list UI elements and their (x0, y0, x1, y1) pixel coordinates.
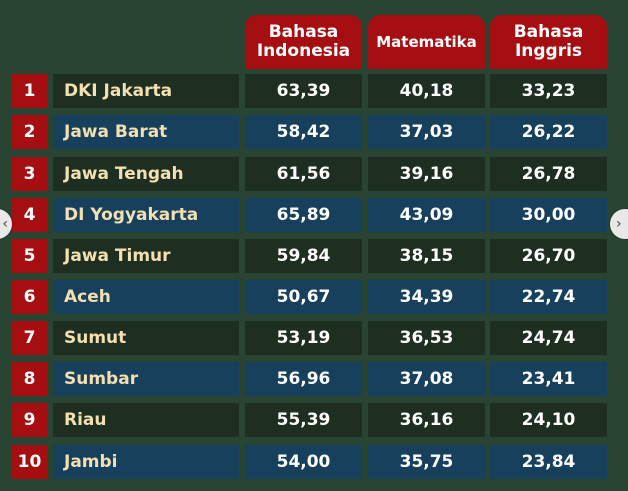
province-name: Jawa Tengah (53, 157, 239, 191)
rank-badge: 5 (12, 239, 47, 273)
score-matematika: 39,16 (368, 157, 485, 191)
score-bahasa-inggris: 24,74 (490, 321, 607, 355)
score-bahasa-inggris: 26,70 (490, 239, 607, 273)
score-bahasa-inggris: 22,74 (490, 280, 607, 314)
score-bahasa-indonesia: 56,96 (245, 362, 362, 396)
score-matematika: 36,53 (368, 321, 485, 355)
rank-badge: 3 (12, 157, 47, 191)
score-bahasa-indonesia: 59,84 (245, 239, 362, 273)
province-name: DKI Jakarta (53, 74, 239, 108)
table-row: 3 Jawa Tengah 61,56 39,16 26,78 (0, 157, 628, 191)
header-matematika: Matematika (368, 15, 485, 69)
score-matematika: 37,08 (368, 362, 485, 396)
table-row: 4 DI Yogyakarta 65,89 43,09 30,00 (0, 198, 628, 232)
province-name: Jambi (53, 445, 239, 479)
table-row: 2 Jawa Barat 58,42 37,03 26,22 (0, 115, 628, 149)
score-matematika: 38,15 (368, 239, 485, 273)
table-row: 10 Jambi 54,00 35,75 23,84 (0, 445, 628, 479)
table-row: 5 Jawa Timur 59,84 38,15 26,70 (0, 239, 628, 273)
table-row: 1 DKI Jakarta 63,39 40,18 33,23 (0, 74, 628, 108)
rank-badge: 1 (12, 74, 47, 108)
score-bahasa-inggris: 26,78 (490, 157, 607, 191)
province-name: Aceh (53, 280, 239, 314)
score-matematika: 35,75 (368, 445, 485, 479)
province-name: Sumbar (53, 362, 239, 396)
score-bahasa-indonesia: 53,19 (245, 321, 362, 355)
header-bahasa-inggris: Bahasa Inggris (490, 15, 607, 69)
score-matematika: 40,18 (368, 74, 485, 108)
score-bahasa-inggris: 23,84 (490, 445, 607, 479)
province-name: Riau (53, 403, 239, 437)
table-row: 7 Sumut 53,19 36,53 24,74 (0, 321, 628, 355)
rank-badge: 4 (12, 198, 47, 232)
rank-badge: 10 (12, 445, 47, 479)
score-bahasa-indonesia: 58,42 (245, 115, 362, 149)
score-bahasa-indonesia: 63,39 (245, 74, 362, 108)
score-bahasa-inggris: 30,00 (490, 198, 607, 232)
header-bahasa-indonesia: Bahasa Indonesia (245, 15, 362, 69)
rank-badge: 7 (12, 321, 47, 355)
score-matematika: 43,09 (368, 198, 485, 232)
score-bahasa-indonesia: 65,89 (245, 198, 362, 232)
province-name: Jawa Barat (53, 115, 239, 149)
score-bahasa-inggris: 24,10 (490, 403, 607, 437)
table-row: 8 Sumbar 56,96 37,08 23,41 (0, 362, 628, 396)
table-row: 6 Aceh 50,67 34,39 22,74 (0, 280, 628, 314)
score-bahasa-indonesia: 55,39 (245, 403, 362, 437)
chevron-right-icon: › (616, 216, 622, 232)
province-name: DI Yogyakarta (53, 198, 239, 232)
score-bahasa-inggris: 33,23 (490, 74, 607, 108)
rank-badge: 9 (12, 403, 47, 437)
score-bahasa-inggris: 23,41 (490, 362, 607, 396)
province-name: Sumut (53, 321, 239, 355)
score-matematika: 36,16 (368, 403, 485, 437)
rank-badge: 8 (12, 362, 47, 396)
score-bahasa-indonesia: 50,67 (245, 280, 362, 314)
table-row: 9 Riau 55,39 36,16 24,10 (0, 403, 628, 437)
score-bahasa-inggris: 26,22 (490, 115, 607, 149)
score-matematika: 34,39 (368, 280, 485, 314)
province-name: Jawa Timur (53, 239, 239, 273)
chevron-left-icon: ‹ (2, 216, 8, 232)
score-matematika: 37,03 (368, 115, 485, 149)
score-bahasa-indonesia: 54,00 (245, 445, 362, 479)
rank-badge: 6 (12, 280, 47, 314)
score-bahasa-indonesia: 61,56 (245, 157, 362, 191)
next-slide-button[interactable]: › (610, 209, 628, 239)
rank-badge: 2 (12, 115, 47, 149)
previous-slide-button[interactable]: ‹ (0, 209, 12, 239)
